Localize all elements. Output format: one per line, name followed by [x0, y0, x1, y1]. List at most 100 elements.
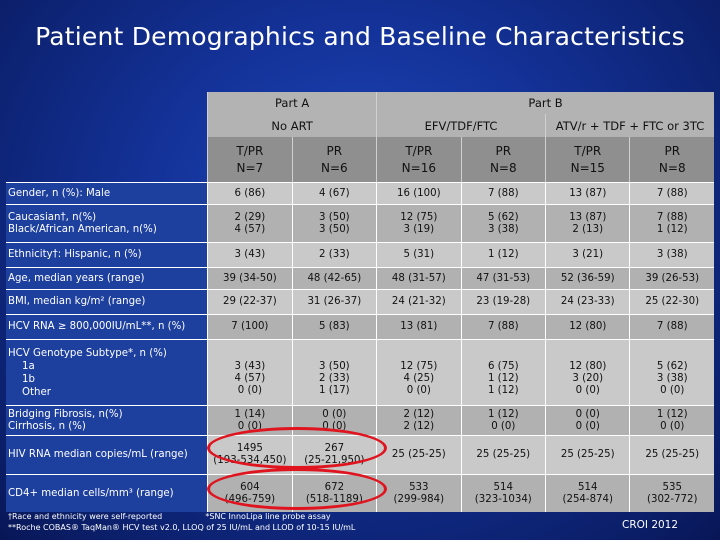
cell-value-2: 0 (0): [237, 420, 262, 432]
table-row: Age, median years (range) 39 (34-50) 48 (4…: [6, 267, 714, 289]
table-row: BMI, median kg/m² (range) 29 (22-37) 31 (2…: [6, 289, 714, 314]
cell-value: 0 (0): [575, 384, 600, 396]
table-cell: 7 (88): [460, 314, 546, 339]
cell-value: 25 (25-25): [476, 449, 531, 460]
table-cell: 12 (75) 3 (19): [376, 204, 461, 242]
cell-value: 16 (100): [397, 187, 441, 199]
table-cell: 7 (88): [629, 314, 714, 339]
column-arm: T/PR: [405, 143, 433, 158]
header-part-a: Part A: [207, 92, 377, 114]
cell-value: 13 (87): [569, 187, 607, 199]
row-label-text: Age, median years (range): [8, 272, 145, 284]
cell-value: 7 (88): [487, 187, 519, 199]
cell-value: 7 (88): [656, 211, 688, 223]
table-cell: 25 (25-25): [545, 435, 630, 474]
row-label: CD4+ median cells/mm³ (range): [6, 474, 208, 512]
cell-value: 31 (26-37): [307, 296, 362, 307]
table-cell: 3 (43) 4 (57) 0 (0): [207, 339, 292, 405]
cell-value: 1 (12): [487, 384, 519, 396]
table-row: HCV RNA ≥ 800,000IU/mL**, n (%) 7 (100) 5 …: [6, 314, 714, 339]
table-cell: 31 (26-37): [291, 289, 377, 314]
cell-value: 5 (83): [319, 321, 350, 332]
table-cell: 2 (29) 4 (57): [207, 204, 292, 242]
row-label: HIV RNA median copies/mL (range): [6, 435, 208, 474]
table-cell: 6 (75) 1 (12) 1 (12): [460, 339, 546, 405]
row-label-text: CD4+ median cells/mm³ (range): [8, 487, 174, 499]
table-cell: 47 (31-53): [460, 267, 546, 289]
header-efv-tdf-ftc: EFV/TDF/FTC: [376, 114, 546, 137]
row-label: Ethnicity†: Hispanic, n (%): [6, 242, 208, 267]
highlight-oval-hiv-rna: [207, 427, 387, 469]
table-cell: 5 (62) 3 (38): [460, 204, 546, 242]
row-label: HCV RNA ≥ 800,000IU/mL**, n (%): [6, 314, 208, 339]
row-label-text: Ethnicity†: Hispanic, n (%): [8, 249, 142, 260]
table-cell: 13 (87) 2 (13): [545, 204, 630, 242]
table-cell: 25 (25-25): [460, 435, 546, 474]
cell-value: 535: [662, 481, 682, 493]
table-cell: 13 (81): [376, 314, 461, 339]
cell-value: 25 (25-25): [391, 449, 446, 460]
table-cell: 3 (21): [545, 242, 630, 267]
cell-value: 0 (0): [660, 384, 685, 396]
cell-value: 5 (31): [403, 249, 435, 260]
cell-value: 5 (62): [487, 211, 519, 223]
table-cell: 12 (80): [545, 314, 630, 339]
table-cell: 533 (299-984): [376, 474, 461, 512]
cell-value: 12 (80): [569, 360, 607, 372]
cell-value: 1 (12): [487, 249, 519, 260]
cell-value: 2 (33): [319, 249, 350, 260]
table-cell: 52 (36-59): [545, 267, 630, 289]
cell-value: 3 (20): [572, 372, 604, 384]
cell-value: 3 (43): [234, 249, 266, 260]
cell-value: 1 (17): [319, 384, 350, 396]
table-cell: 7 (100): [207, 314, 292, 339]
cell-value: 25 (25-25): [560, 449, 615, 460]
table-cell: 5 (31): [376, 242, 461, 267]
cell-value: 48 (31-57): [391, 272, 446, 284]
cell-value: 12 (75): [400, 211, 438, 223]
table-cell: 25 (25-25): [376, 435, 461, 474]
column-arm: T/PR: [574, 143, 602, 158]
cell-value: 12 (80): [569, 321, 607, 332]
column-header: PR N=8: [629, 137, 714, 182]
column-arm: T/PR: [236, 143, 264, 158]
cell-value-2: 2 (12): [403, 420, 435, 432]
cell-value: 3 (50): [319, 211, 350, 223]
row-sublabel: 1a: [22, 360, 35, 372]
table-row: HCV Genotype Subtype*, n (%) 1a 1b Other 3 (…: [6, 339, 714, 405]
cell-value: 39 (34-50): [222, 272, 277, 284]
column-header: PR N=8: [460, 137, 546, 182]
footnote-race: †Race and ethnicity were self-reported: [8, 512, 163, 521]
cell-value: 1 (14): [234, 408, 266, 420]
table-cell: 7 (88): [629, 182, 714, 204]
row-label-text: Caucasian†, n(%): [8, 211, 97, 223]
table-cell: 1 (12) 0 (0): [629, 405, 714, 435]
row-label-text: HCV Genotype Subtype*, n (%): [8, 347, 167, 359]
row-sublabel: Other: [22, 386, 51, 398]
row-label-text: Gender, n (%): Male: [8, 187, 111, 199]
cell-value: 0 (0): [406, 384, 431, 396]
table-cell: 29 (22-37): [207, 289, 292, 314]
cell-value-2: 3 (50): [319, 223, 350, 235]
cell-value: 0 (0): [322, 408, 347, 420]
table-cell: 0 (0) 0 (0): [545, 405, 630, 435]
cell-value-2: (254-874): [562, 493, 613, 505]
column-header: T/PR N=16: [376, 137, 461, 182]
cell-value: 3 (50): [319, 360, 350, 372]
table-cell: 39 (26-53): [629, 267, 714, 289]
column-arm: PR: [495, 143, 512, 158]
cell-value: 4 (57): [234, 372, 266, 384]
cell-value: 514: [578, 481, 598, 493]
cell-value: 4 (67): [319, 187, 350, 199]
cell-value-2: 0 (0): [322, 420, 347, 432]
column-n: N=15: [570, 160, 605, 175]
cell-value: 25 (25-25): [645, 449, 700, 460]
table-cell: 25 (22-30): [629, 289, 714, 314]
table-cell: 1 (12): [460, 242, 546, 267]
cell-value: 514: [493, 481, 513, 493]
table-cell: 25 (25-25): [629, 435, 714, 474]
cell-value: 533: [409, 481, 429, 493]
header-no-art: No ART: [207, 114, 377, 137]
table-cell: 48 (42-65): [291, 267, 377, 289]
table-cell: 39 (34-50): [207, 267, 292, 289]
